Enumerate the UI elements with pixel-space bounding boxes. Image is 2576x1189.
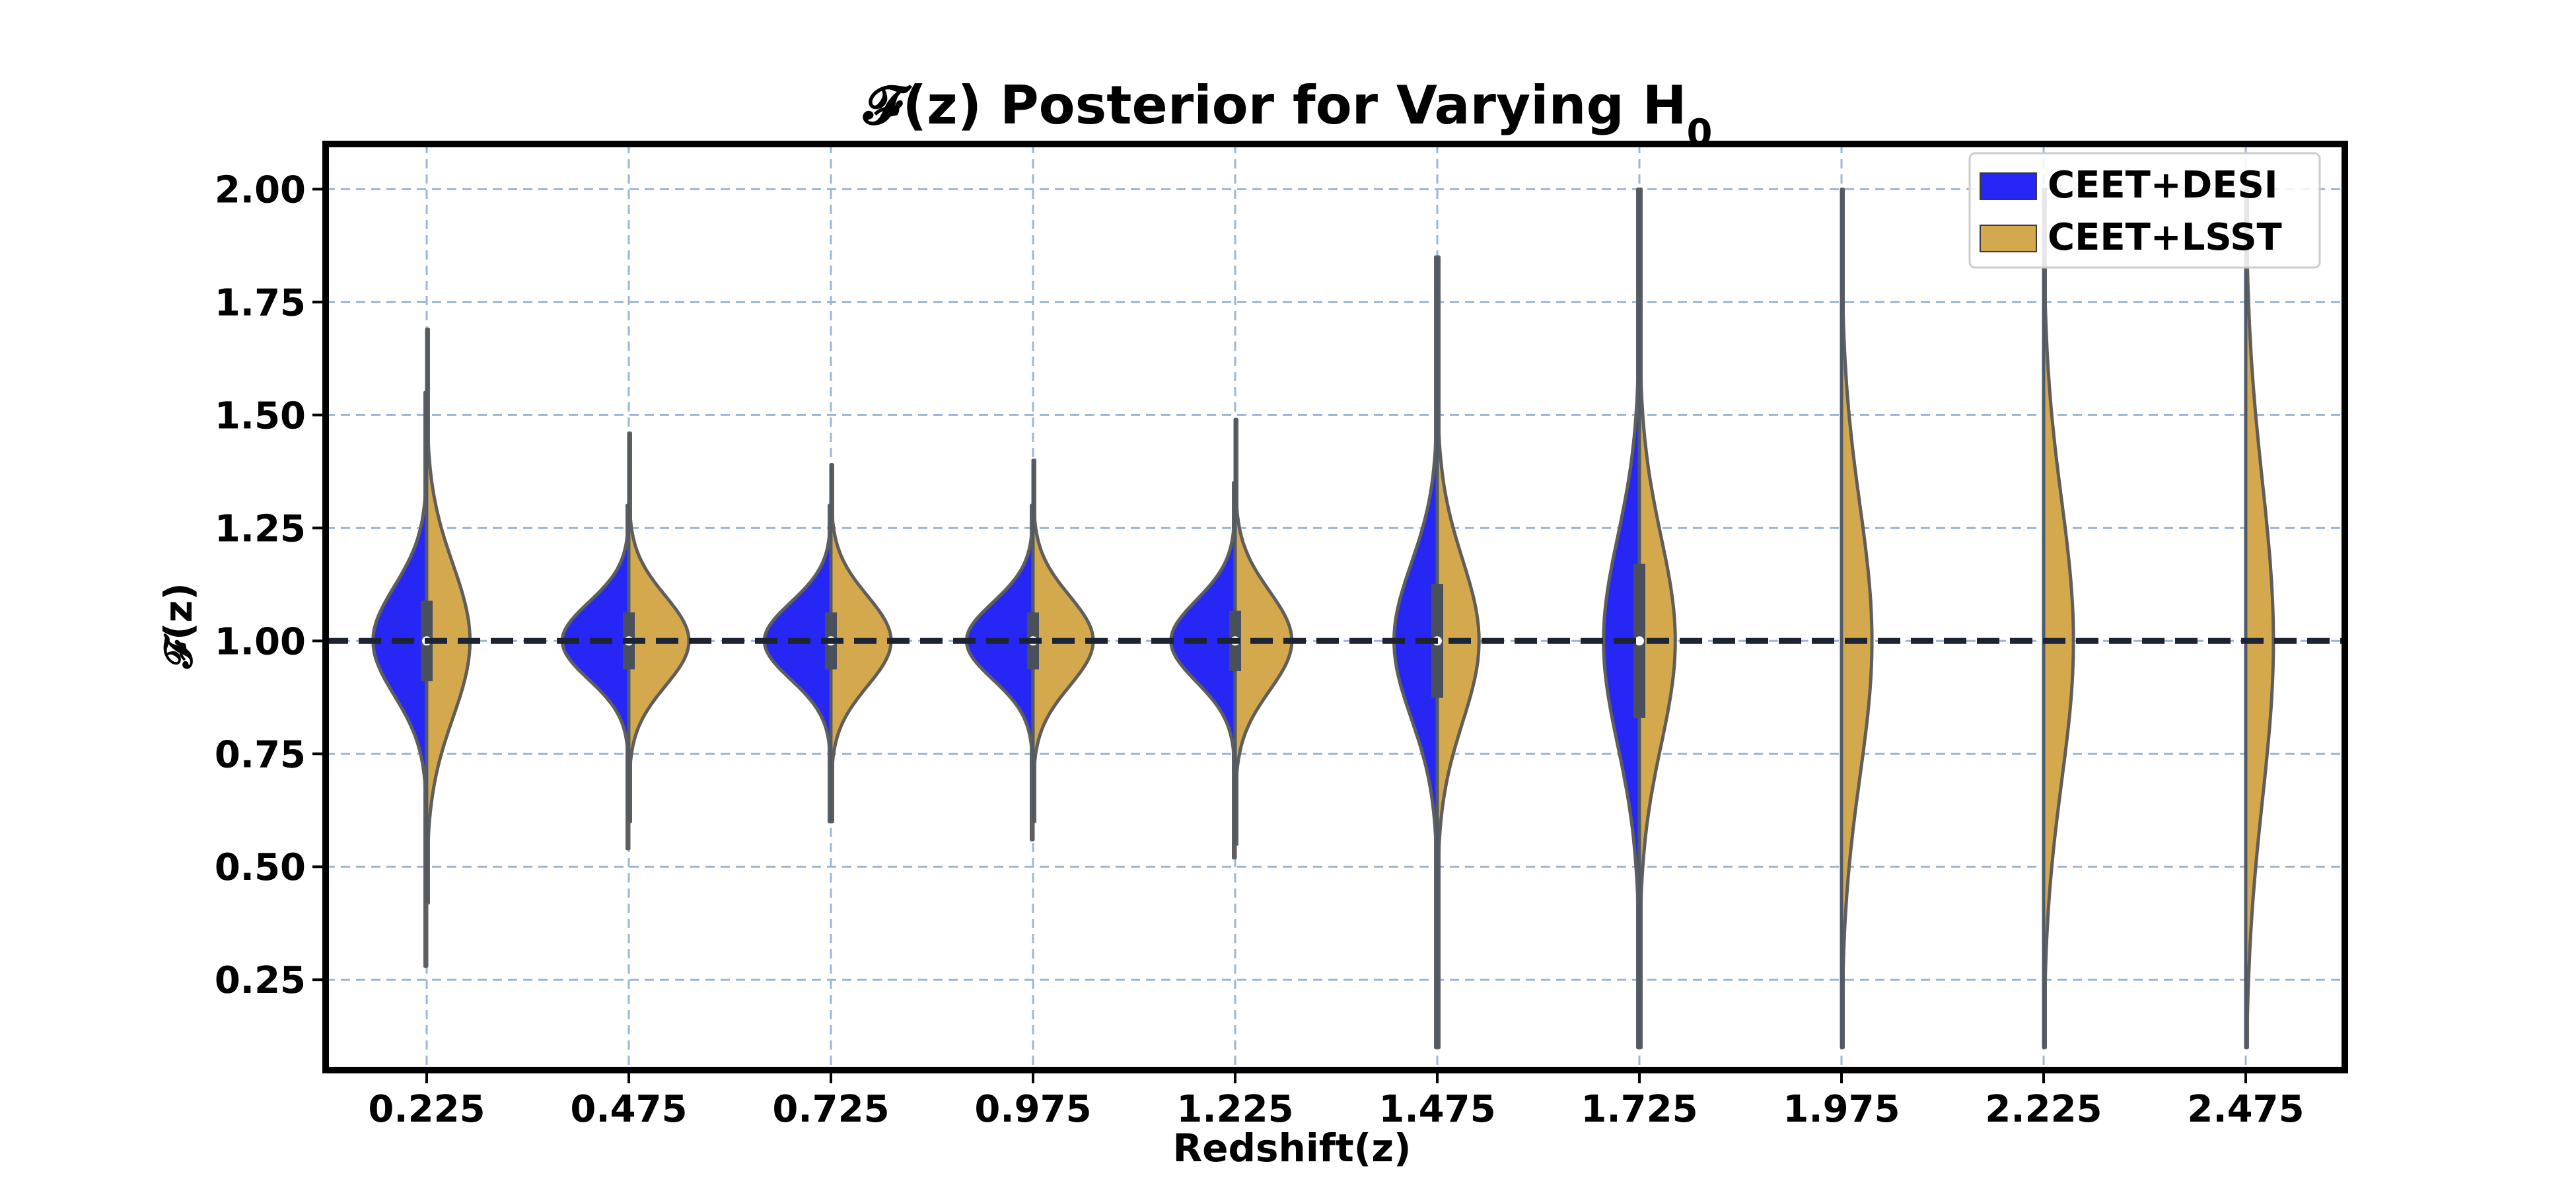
plot-frame [322,141,2348,1073]
y-tick-label: 1.75 [215,281,306,324]
x-axis-label: Redshift(z) [1173,1126,1412,1171]
legend-frame [1968,152,2321,269]
y-tick-label: 1.25 [215,507,306,550]
x-tick-label: 0.225 [368,1088,485,1131]
x-tick-label: 2.475 [2187,1088,2304,1131]
violin-layer [371,187,2275,1050]
violin-ceet-lsst-1.975 [1840,187,1874,1050]
violin-ceet-lsst-1.225 [1233,417,1294,846]
violin-ceet-lsst-0.475 [627,431,691,824]
title-subscript: 0 [1687,112,1713,155]
chart-title: 𝓕(z) Posterior for Varying H0 [862,75,1712,155]
legend-swatch-ceet-desi [1980,172,2037,200]
legend-label-ceet-desi: CEET+DESI [2048,164,2278,207]
x-tick-labels: 0.225 0.475 0.725 0.975 1.225 1.475 1.725 1.975… [368,1073,2305,1131]
x-tick-label: 1.725 [1581,1088,1698,1131]
violin-ceet-lsst-0.225 [425,327,472,905]
violin-ceet-lsst-1.475 [1435,255,1481,1050]
legend-label-ceet-lsst: CEET+LSST [2048,216,2282,259]
y-tick-label: 1.50 [215,394,306,437]
violin-ceet-desi-0.725 [762,503,833,824]
x-tick-label: 0.475 [570,1088,687,1131]
y-tick-label: 2.00 [215,168,306,211]
violin-ceet-desi-0.475 [560,503,631,851]
y-tick-label: 0.25 [215,959,306,1002]
y-tick-label: 0.75 [215,733,306,776]
violin-ceet-desi-0.975 [964,503,1035,842]
x-tick-label: 0.975 [974,1088,1091,1131]
violin-median-point [1635,636,1644,646]
legend-swatch-ceet-lsst [1980,225,2037,252]
violin-ceet-lsst-2.225 [2042,187,2075,1050]
violin-ceet-lsst-1.725 [1637,187,1677,1050]
violin-ceet-desi-1.475 [1392,255,1439,1050]
x-tick-label: 1.475 [1378,1088,1495,1131]
x-tick-label: 2.225 [1985,1088,2102,1131]
legend: CEET+DESI CEET+LSST [1968,152,2321,269]
y-tick-label: 0.50 [215,846,306,889]
x-tick-label: 1.225 [1176,1088,1293,1131]
y-tick-labels: 0.25 0.50 0.75 1.00 1.25 1.50 1.75 2.00 [215,168,322,1002]
x-tick-label: 1.975 [1783,1088,1900,1131]
y-tick-label: 1.00 [215,620,306,663]
violin-ceet-desi-1.225 [1169,481,1237,860]
x-tick-label: 0.725 [772,1088,889,1131]
violin-ceet-lsst-2.475 [2244,187,2275,1050]
y-axis-label: 𝓕(z) [156,583,201,669]
violin-ceet-desi-0.225 [371,390,429,968]
